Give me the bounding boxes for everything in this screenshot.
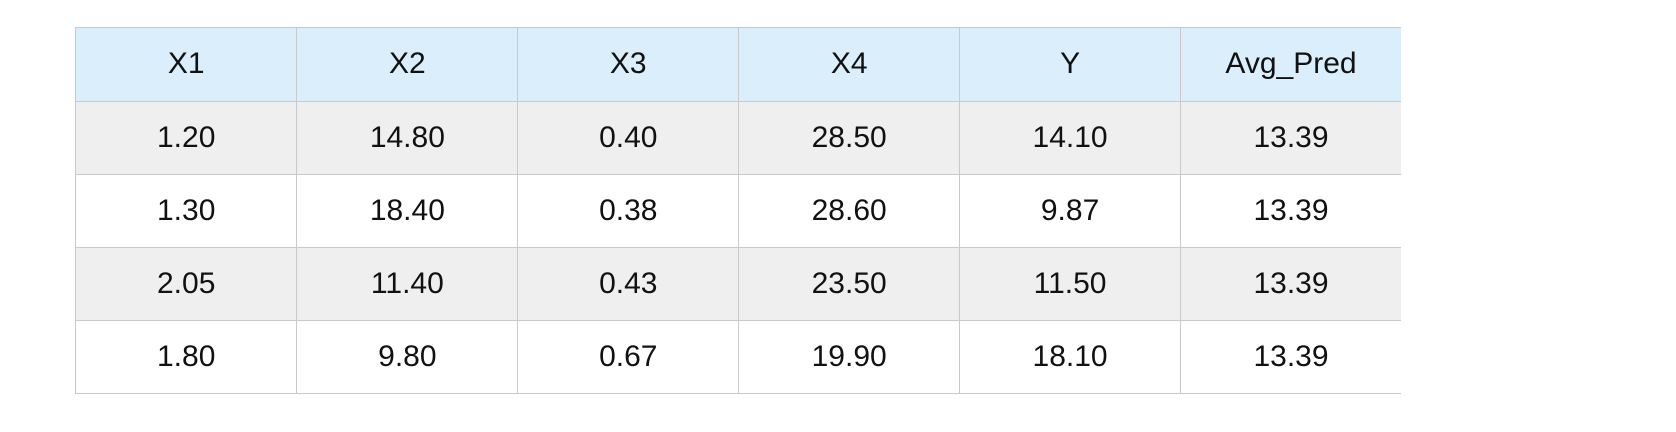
table-cell: 13.39 xyxy=(1180,174,1401,248)
column-header-x4: X4 xyxy=(738,28,961,102)
data-table-container: X1 X2 X3 X4 Y Avg_Pred 1.20 14.80 0.40 2… xyxy=(75,27,1401,394)
column-header-x1: X1 xyxy=(76,28,298,102)
table-cell: 13.39 xyxy=(1180,320,1401,394)
table-cell: 9.87 xyxy=(959,174,1182,248)
table-cell: 14.80 xyxy=(296,101,519,175)
column-header-x2: X2 xyxy=(296,28,519,102)
column-header-x3: X3 xyxy=(517,28,740,102)
header-row: X1 X2 X3 X4 Y Avg_Pred xyxy=(76,28,1401,102)
table-cell: 9.80 xyxy=(296,320,519,394)
table-cell: 23.50 xyxy=(738,247,961,321)
table-cell: 18.10 xyxy=(959,320,1182,394)
table-cell: 19.90 xyxy=(738,320,961,394)
table-cell: 28.50 xyxy=(738,101,961,175)
table-cell: 13.39 xyxy=(1180,247,1401,321)
table-cell: 0.38 xyxy=(517,174,740,248)
table-row: 1.80 9.80 0.67 19.90 18.10 13.39 xyxy=(76,320,1401,394)
table-cell: 2.05 xyxy=(76,247,298,321)
table-cell: 1.20 xyxy=(76,101,298,175)
data-table: X1 X2 X3 X4 Y Avg_Pred 1.20 14.80 0.40 2… xyxy=(76,28,1401,394)
table-cell: 14.10 xyxy=(959,101,1182,175)
table-cell: 11.40 xyxy=(296,247,519,321)
table-cell: 0.43 xyxy=(517,247,740,321)
table-row: 1.20 14.80 0.40 28.50 14.10 13.39 xyxy=(76,101,1401,175)
column-header-avg-pred: Avg_Pred xyxy=(1180,28,1401,102)
table-cell: 13.39 xyxy=(1180,101,1401,175)
column-header-y: Y xyxy=(959,28,1182,102)
table-row: 1.30 18.40 0.38 28.60 9.87 13.39 xyxy=(76,174,1401,248)
table-cell: 11.50 xyxy=(959,247,1182,321)
table-cell: 0.67 xyxy=(517,320,740,394)
table-cell: 1.30 xyxy=(76,174,298,248)
table-cell: 18.40 xyxy=(296,174,519,248)
table-cell: 1.80 xyxy=(76,320,298,394)
table-cell: 0.40 xyxy=(517,101,740,175)
table-row: 2.05 11.40 0.43 23.50 11.50 13.39 xyxy=(76,247,1401,321)
table-cell: 28.60 xyxy=(738,174,961,248)
